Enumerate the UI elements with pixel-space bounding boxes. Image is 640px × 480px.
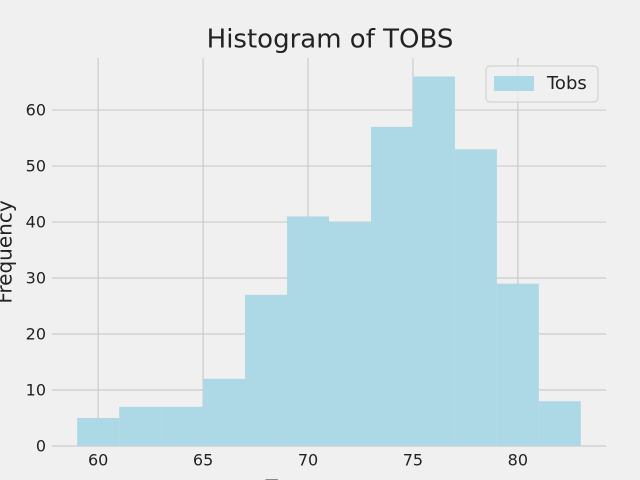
- x-tick-label: 75: [403, 451, 423, 470]
- chart-title: Histogram of TOBS: [207, 25, 454, 55]
- y-tick-label: 30: [26, 269, 46, 288]
- histogram-bar: [538, 401, 581, 446]
- histogram-bar: [287, 216, 329, 446]
- histogram-bar: [161, 406, 204, 446]
- x-tick-label: 65: [193, 451, 213, 470]
- legend: Tobs: [485, 65, 599, 103]
- histogram-bar: [496, 283, 539, 446]
- y-axis-label: Frequency: [0, 200, 17, 303]
- x-tick-label: 80: [508, 451, 528, 470]
- x-tick-label: 70: [298, 451, 318, 470]
- y-tick-label: 60: [26, 101, 46, 120]
- histogram-bar: [203, 378, 246, 446]
- legend-box: [485, 65, 599, 103]
- y-tick-label: 40: [26, 213, 46, 232]
- histogram-bar: [370, 126, 413, 447]
- y-tick-label: 50: [26, 157, 46, 176]
- histogram-bar: [119, 406, 162, 446]
- legend-label: Tobs: [546, 73, 587, 94]
- bars: [77, 76, 581, 447]
- x-tick-label: 60: [88, 451, 108, 470]
- legend-swatch: [494, 76, 534, 91]
- histogram-bar: [329, 222, 371, 446]
- y-tick-label: 0: [36, 437, 46, 456]
- x-axis-label: Temperature: [265, 476, 393, 480]
- ticks: 0 10 20 30 40 50 60 60 65 70 75 80: [26, 101, 528, 470]
- y-tick-label: 20: [26, 325, 46, 344]
- histogram-bar: [412, 76, 455, 446]
- y-tick-label: 10: [26, 381, 46, 400]
- histogram-bar: [454, 149, 497, 447]
- histogram-bar: [245, 294, 288, 446]
- histogram-bar: [77, 418, 120, 446]
